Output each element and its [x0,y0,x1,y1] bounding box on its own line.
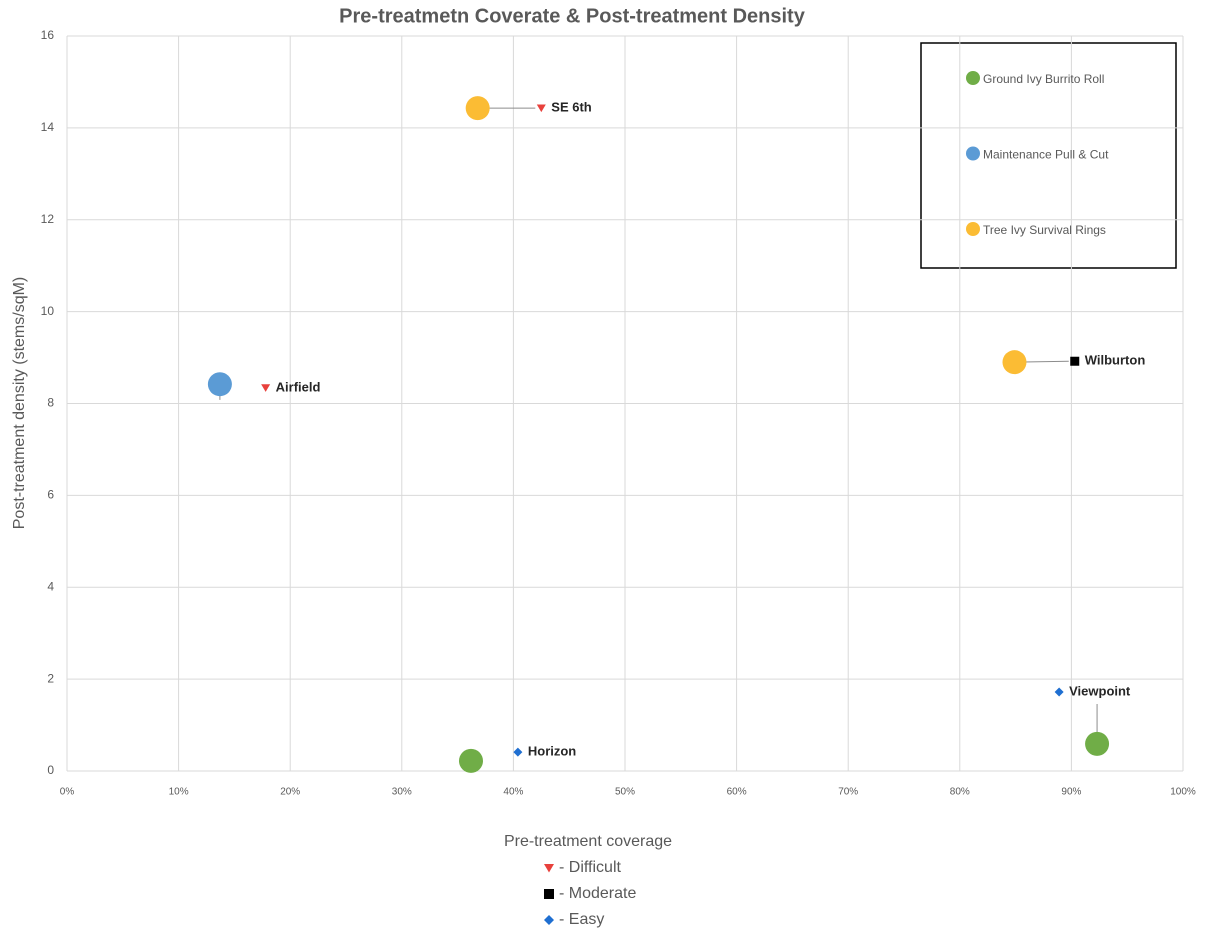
y-axis-label: Post-treatment density (stems/sqM) [11,277,28,530]
y-tick-label: 8 [47,396,54,410]
legend-swatch [966,222,980,236]
x-tick-label: 50% [615,787,635,798]
legend-marker [544,915,554,925]
difficulty-marker [1054,687,1064,697]
legend-box [920,42,1177,269]
legend-marker [544,889,554,899]
x-tick-label: 90% [1061,787,1081,798]
bubble [458,748,483,773]
point-label: Viewpoint [1069,683,1131,698]
x-tick-label: 80% [950,787,970,798]
point-label: SE 6th [551,100,592,115]
x-tick-label: 30% [392,787,412,798]
y-tick-label: 12 [41,212,55,226]
point-label: Airfield [276,379,321,394]
point-label: Horizon [528,744,576,759]
x-tick-label: 20% [280,787,300,798]
legend-swatch [966,146,980,161]
difficulty-marker [261,384,271,392]
y-tick-label: 14 [41,120,55,134]
x-tick-label: 40% [503,787,523,798]
x-tick-label: 70% [838,787,858,798]
y-tick-label: 6 [47,488,54,502]
point-label: Wilburton [1085,353,1146,368]
y-tick-label: 0 [47,763,54,777]
y-tick-label: 2 [47,671,54,685]
chart-title: Pre-treatmetn Coverate & Post-treatment … [339,5,806,27]
legend-label: - Easy [559,911,604,928]
bubble [1085,731,1110,756]
difficulty-marker [1070,356,1080,366]
legend-label: Ground Ivy Burrito Roll [983,72,1104,86]
bubble [1002,350,1027,375]
y-tick-label: 4 [47,579,54,593]
y-tick-label: 16 [41,28,55,42]
legend-marker [544,864,554,873]
y-tick-label: 10 [41,304,55,318]
legend-label: - Moderate [559,885,636,902]
legend-swatch [966,71,980,85]
x-tick-label: 10% [169,787,189,798]
legend-label: Tree Ivy Survival Rings [983,223,1106,237]
bubble [207,372,232,397]
x-tick-label: 100% [1170,787,1196,798]
difficulty-marker [513,747,523,757]
bubble [465,96,490,121]
x-tick-label: 60% [727,787,747,798]
difficulty-marker [536,104,546,113]
x-tick-label: 0% [60,787,75,798]
x-axis-label: Pre-treatment coverage [504,833,672,850]
legend-label: Maintenance Pull & Cut [983,148,1109,162]
legend-label: - Difficult [559,859,621,876]
